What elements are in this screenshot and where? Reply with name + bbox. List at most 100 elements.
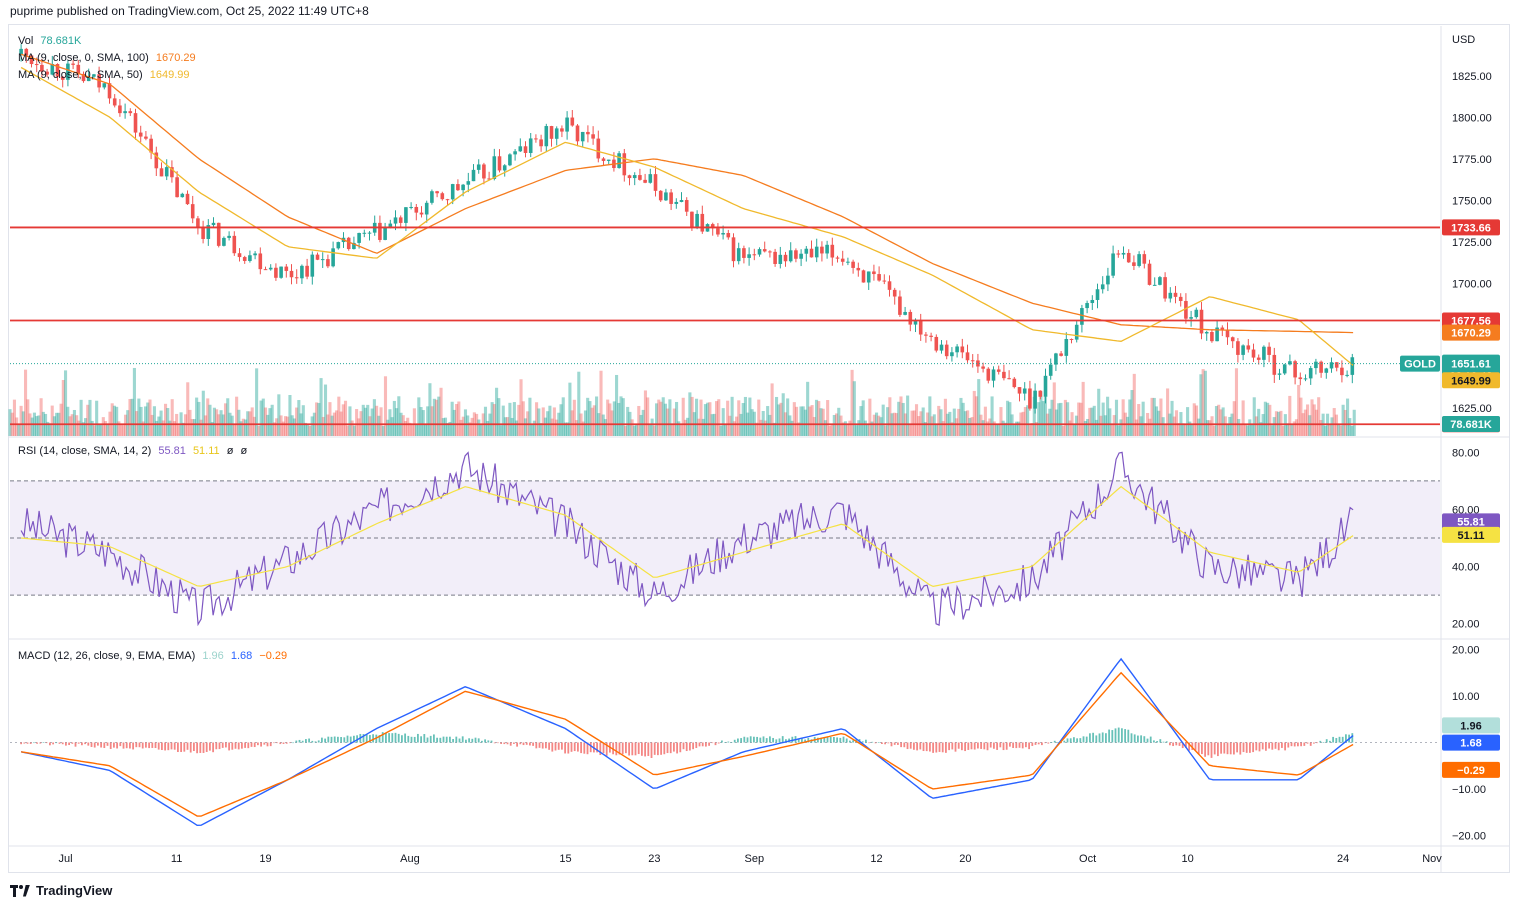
candle-body <box>840 258 845 262</box>
volume-bar <box>1266 402 1270 436</box>
macd-histogram-bar <box>557 742 560 750</box>
volume-bar <box>206 398 210 436</box>
volume-bar <box>786 398 790 436</box>
candle-body <box>1074 324 1079 340</box>
macd-histogram-bar <box>148 742 151 749</box>
volume-bar <box>535 402 539 436</box>
macd-histogram-bar <box>820 738 823 743</box>
macd-histogram-bar <box>791 736 794 743</box>
volume-bar <box>343 400 348 436</box>
volume-bar <box>850 369 854 436</box>
volume-bar <box>1337 424 1341 436</box>
volume-bar <box>859 406 863 436</box>
volume-bar <box>30 417 34 436</box>
macd-histogram-bar <box>266 742 269 747</box>
macd-histogram-bar <box>477 738 480 743</box>
macd-histogram-bar <box>369 735 371 743</box>
macd-histogram-bar <box>138 742 141 748</box>
macd-histogram-bar <box>39 742 42 744</box>
macd-histogram-bar <box>631 742 634 756</box>
macd-histogram-bar <box>1082 736 1085 743</box>
volume-bar <box>1290 424 1294 436</box>
volume-bar <box>881 404 885 436</box>
candle-body <box>820 246 824 254</box>
candle-body <box>1069 338 1074 340</box>
volume-bar <box>774 396 779 436</box>
volume-bar <box>1312 404 1316 436</box>
volume-bar <box>459 419 463 436</box>
volume-bar <box>1232 401 1236 436</box>
macd-histogram-bar <box>1220 742 1223 754</box>
volume-bar <box>423 424 428 436</box>
candle-body <box>409 206 413 208</box>
volume-legend: Vol 78.681K <box>18 35 85 47</box>
macd-histogram-bar <box>349 736 352 743</box>
macd-histogram-bar <box>1127 729 1130 743</box>
candle-body <box>102 83 107 88</box>
macd-histogram-bar <box>605 742 608 756</box>
volume-bar <box>348 406 352 436</box>
macd-histogram-bar <box>1053 740 1056 743</box>
macd-histogram-bar <box>471 738 474 743</box>
volume-bar <box>1250 424 1254 436</box>
volume-bar <box>328 402 332 436</box>
macd-histogram-bar <box>925 742 928 752</box>
rsi-axis-tick: 20.00 <box>1452 619 1480 631</box>
volume-bar <box>832 414 836 436</box>
volume-bar <box>846 424 850 436</box>
volume-bar <box>1299 397 1303 436</box>
volume-bar <box>457 401 461 436</box>
candle-body <box>757 249 762 255</box>
candle-body <box>1059 353 1063 356</box>
volume-legend-label: Vol <box>18 35 34 47</box>
candle-body <box>55 64 60 77</box>
volume-bar <box>290 415 294 436</box>
candle-body <box>669 192 673 204</box>
volume-bar <box>1350 425 1354 436</box>
macd-histogram-bar <box>279 742 282 745</box>
macd-histogram-bar <box>775 739 778 743</box>
macd-histogram-bar <box>554 742 557 751</box>
macd-histogram-bar <box>276 742 279 744</box>
macd-histogram-bar <box>513 742 515 744</box>
macd-histogram-bar <box>247 742 250 749</box>
level-mid-label-bg <box>1442 312 1500 329</box>
macd-hist-legend-value: 1.96 <box>202 650 224 662</box>
volume-bar <box>306 423 310 436</box>
macd-histogram-bar <box>397 733 400 743</box>
macd-histogram-bar <box>340 737 343 743</box>
macd-histogram-bar <box>913 742 915 750</box>
macd-histogram-bar <box>650 742 653 758</box>
macd-histogram-bar <box>1101 732 1104 743</box>
macd-histogram-bar <box>468 738 471 743</box>
candle-body <box>180 193 185 198</box>
volume-bar <box>52 416 56 436</box>
macd-histogram-bar <box>653 742 656 755</box>
volume-bar <box>928 396 932 436</box>
candle-body <box>419 212 424 215</box>
volume-bar <box>568 382 572 436</box>
volume-bar <box>590 407 594 436</box>
volume-bar <box>1183 423 1187 436</box>
macd-histogram-bar <box>1287 742 1290 748</box>
volume-bar <box>939 409 943 436</box>
volume-bar <box>1172 416 1176 436</box>
volume-bar <box>79 399 83 436</box>
volume-bar <box>706 402 710 436</box>
candle-body <box>664 192 668 201</box>
volume-bar <box>388 409 392 436</box>
candle-body <box>544 126 549 147</box>
macd-histogram-bar <box>308 738 311 743</box>
macd-histogram-bar <box>935 742 938 753</box>
x-tick-label: 15 <box>559 853 571 865</box>
volume-bar <box>1088 407 1092 436</box>
macd-histogram-bar <box>733 739 736 743</box>
candle-body <box>227 235 231 238</box>
macd-histogram-bar <box>1021 742 1024 749</box>
tradingview-footer[interactable]: TradingView <box>10 883 112 898</box>
volume-bar <box>221 414 225 436</box>
volume-bar <box>1052 382 1056 436</box>
ma100-legend-label: MA (9, close, 0, SMA, 100) <box>18 52 149 64</box>
candle-body <box>892 289 897 297</box>
